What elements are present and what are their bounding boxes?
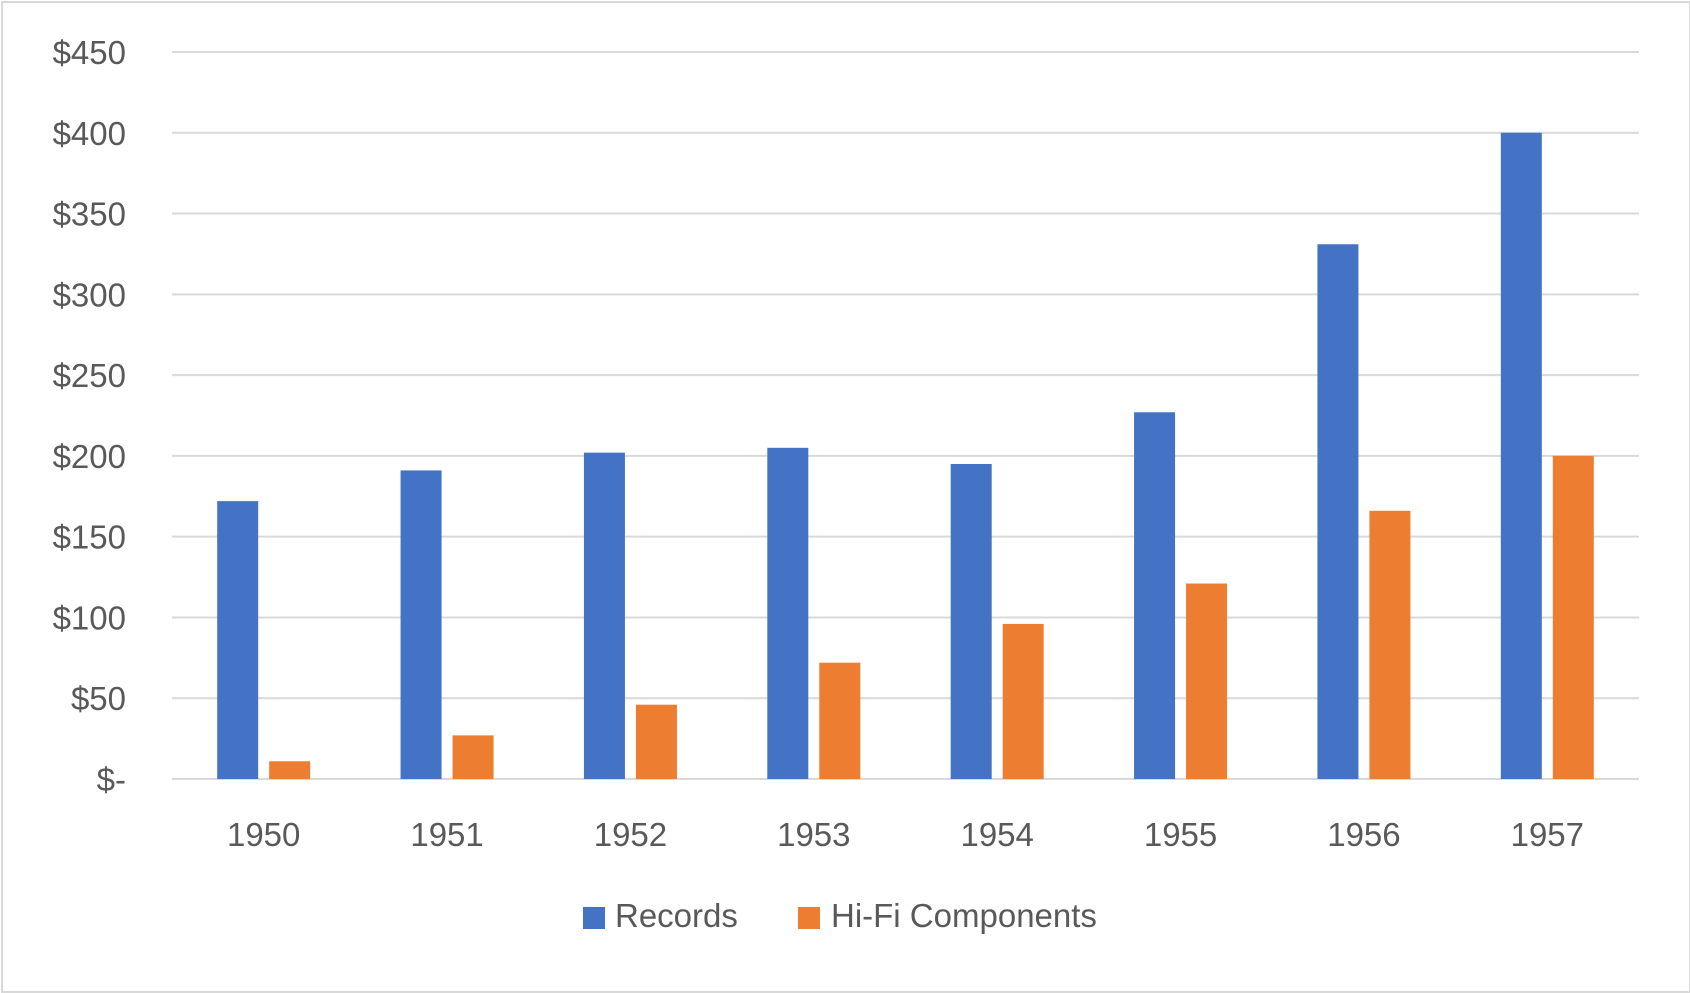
bar-hi-fi-components-1951 xyxy=(452,735,494,779)
x-axis-tick-labels: 1950 1951 1952 1953 1954 1955 1956 1957 xyxy=(227,816,1584,853)
bar-records-1956 xyxy=(1317,244,1359,780)
bar-hi-fi-components-1950 xyxy=(269,761,311,779)
bar-records-1953 xyxy=(767,447,809,779)
y-tick-label: $150 xyxy=(53,519,126,556)
x-tick-label: 1957 xyxy=(1511,816,1584,853)
y-tick-label: $250 xyxy=(53,357,126,394)
bar-hi-fi-components-1955 xyxy=(1186,583,1228,779)
y-tick-label: $400 xyxy=(53,115,126,152)
bar-hi-fi-components-1952 xyxy=(635,704,677,779)
y-tick-label: $- xyxy=(97,761,126,798)
bar-hi-fi-components-1957 xyxy=(1552,455,1594,779)
y-tick-label: $200 xyxy=(53,438,126,475)
x-tick-label: 1951 xyxy=(410,816,483,853)
y-tick-label: $100 xyxy=(53,599,126,636)
x-tick-label: 1952 xyxy=(594,816,667,853)
legend-swatch-hi-fi-components xyxy=(798,907,820,929)
y-axis-tick-labels: $- $50 $100 $150 $200 $250 $300 $350 $400 $450 xyxy=(53,34,126,798)
x-tick-label: 1956 xyxy=(1327,816,1400,853)
legend: Records Hi-Fi Components xyxy=(583,897,1097,934)
y-tick-label: $350 xyxy=(53,196,126,233)
legend-label-hi-fi-components: Hi-Fi Components xyxy=(831,897,1097,934)
x-tick-label: 1955 xyxy=(1144,816,1217,853)
bar-records-1950 xyxy=(217,501,259,779)
x-tick-label: 1953 xyxy=(777,816,850,853)
bar-records-1954 xyxy=(950,463,992,779)
y-tick-label: $450 xyxy=(53,34,126,71)
y-tick-label: $50 xyxy=(71,680,126,717)
bar-hi-fi-components-1956 xyxy=(1369,510,1411,779)
legend-label-records: Records xyxy=(615,897,738,934)
bar-records-1957 xyxy=(1500,132,1542,779)
y-tick-label: $300 xyxy=(53,276,126,313)
bar-records-1952 xyxy=(583,452,625,779)
x-tick-label: 1950 xyxy=(227,816,300,853)
bar-chart: $- $50 $100 $150 $200 $250 $300 $350 $400 $450 19… xyxy=(53,34,1639,934)
legend-swatch-records xyxy=(583,907,605,929)
bars xyxy=(217,132,1594,780)
bar-hi-fi-components-1954 xyxy=(1002,623,1044,779)
bar-records-1955 xyxy=(1134,412,1176,779)
bar-records-1951 xyxy=(400,470,442,779)
x-tick-label: 1954 xyxy=(960,816,1033,853)
bar-hi-fi-components-1953 xyxy=(819,662,861,779)
gridlines xyxy=(172,51,1639,780)
